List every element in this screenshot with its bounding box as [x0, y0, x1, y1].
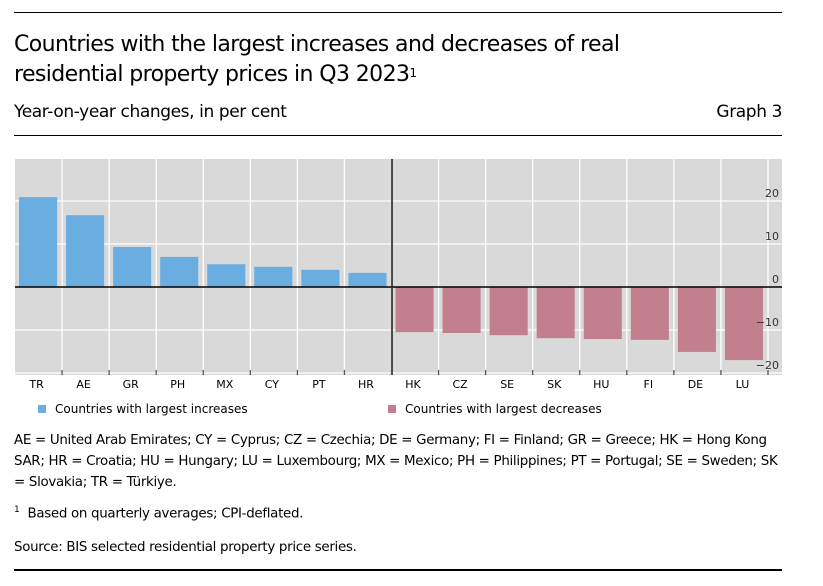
x-tick-label-hu: HU	[593, 378, 609, 391]
bar-cy	[254, 266, 293, 287]
bar-chart: TR AE GR PH MX CY PT HR HK CZ SE SK HU FI DE LU 20 10 0 −10…	[15, 159, 782, 391]
bar-sk	[536, 287, 575, 339]
axes	[15, 159, 782, 375]
bar-se	[489, 287, 528, 336]
legend: Countries with largest increases Countri…	[0, 402, 823, 420]
x-tick-label-lu: LU	[736, 378, 750, 391]
x-tick-label-sk: SK	[547, 378, 562, 391]
legend-label-decreases: Countries with largest decreases	[405, 402, 602, 416]
title-footnote-marker: 1	[409, 66, 417, 80]
x-tick-label-hk: HK	[405, 378, 421, 391]
source-note: Source: BIS selected residential propert…	[14, 540, 357, 555]
bar-de	[677, 287, 716, 352]
x-tick-label-ph: PH	[170, 378, 185, 391]
legend-swatch-decreases	[388, 405, 396, 413]
x-tick-label-tr: TR	[28, 378, 44, 391]
x-tick-label-hr: HR	[358, 378, 374, 391]
bars	[19, 197, 763, 361]
x-tick-label-de: DE	[688, 378, 703, 391]
x-tick-label-pt: PT	[312, 378, 326, 391]
bar-fi	[630, 287, 669, 340]
chart-subtitle: Year-on-year changes, in per cent	[14, 102, 287, 122]
legend-swatch-increases	[38, 405, 46, 413]
x-tick-label-se: SE	[500, 378, 514, 391]
x-tick-label-mx: MX	[216, 378, 233, 391]
x-tick-label-fi: FI	[644, 378, 654, 391]
x-tick-label-gr: GR	[123, 378, 140, 391]
x-tick-label-cz: CZ	[452, 378, 468, 391]
bottom-rule	[14, 569, 782, 571]
footnote: 1 Based on quarterly averages; CPI-deflat…	[14, 505, 303, 521]
bar-ph	[160, 256, 199, 287]
bar-cz	[442, 287, 481, 334]
bar-hr	[348, 272, 387, 287]
chart-title-text: Countries with the largest increases and…	[14, 32, 620, 87]
graph-number: Graph 3	[716, 102, 782, 122]
tick-labels: TR AE GR PH MX CY PT HR HK CZ SE SK HU FI DE LU 20 10 0 −10…	[28, 187, 779, 391]
chart-title: Countries with the largest increases and…	[14, 30, 714, 90]
y-tick-label: 10	[765, 230, 779, 243]
bar-gr	[113, 247, 152, 287]
legend-item-increases: Countries with largest increases	[38, 402, 248, 416]
y-tick-label: −20	[756, 359, 779, 372]
bar-pt	[301, 269, 340, 287]
x-tick-label-ae: AE	[76, 378, 91, 391]
footnote-marker: 1	[14, 505, 20, 515]
footnote-text: Based on quarterly averages; CPI-deflate…	[27, 506, 304, 522]
bar-hk	[395, 287, 434, 333]
header-rule	[14, 135, 782, 136]
bar-mx	[207, 264, 246, 287]
y-tick-label: 20	[765, 187, 779, 200]
bar-tr	[19, 197, 58, 287]
y-tick-label: 0	[772, 273, 779, 286]
legend-label-increases: Countries with largest increases	[55, 402, 248, 416]
bar-hu	[583, 287, 622, 340]
bar-lu	[724, 287, 763, 361]
bar-ae	[66, 215, 105, 287]
abbreviation-notes: AE = United Arab Emirates; CY = Cyprus; …	[14, 433, 778, 490]
legend-item-decreases: Countries with largest decreases	[388, 402, 602, 416]
top-rule	[14, 12, 782, 13]
y-tick-label: −10	[756, 316, 779, 329]
x-tick-label-cy: CY	[265, 378, 279, 391]
